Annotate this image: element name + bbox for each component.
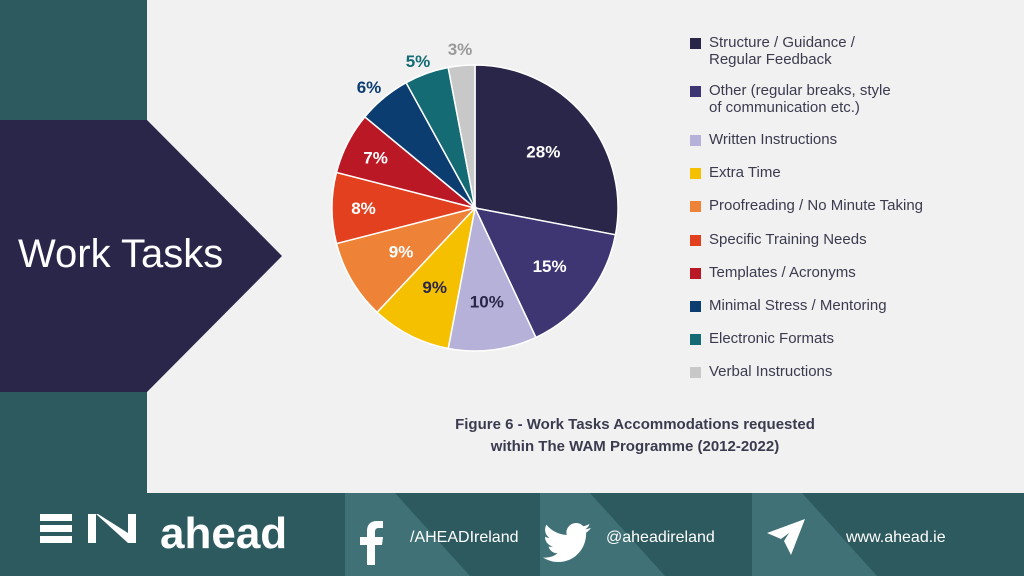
legend-item-6: Specific Training Needs: [690, 231, 939, 248]
twitter-icon[interactable]: [543, 523, 591, 563]
pie-slice-2: [473, 206, 617, 339]
legend-label-5: Proofreading / No Minute Taking: [709, 197, 924, 214]
figure-caption: Figure 6 - Work Tasks Accommodations req…: [420, 414, 850, 458]
legend-item-2: Other (regular breaks, style of communica…: [690, 82, 939, 116]
caption-line-2: within The WAM Programme (2012-2022): [490, 438, 780, 455]
legend-swatch-8: [690, 301, 701, 312]
legend-item-10: Verbal Instructions: [690, 363, 939, 380]
twitter-handle[interactable]: @aheadireland: [606, 529, 715, 546]
footer-bar: ahead /AHEADIreland @aheadireland www.ah…: [0, 493, 1024, 576]
ahead-logo-icon: [40, 514, 136, 543]
data-label-2: 15%: [533, 257, 567, 276]
facebook-icon[interactable]: [357, 521, 385, 565]
data-label-1: 28%: [526, 143, 560, 162]
legend-item-8: Minimal Stress / Mentoring: [690, 297, 939, 314]
data-label-3: 10%: [470, 293, 504, 312]
legend-label-7: Templates / Acronyms: [709, 264, 856, 281]
title-arrow-shape: [0, 120, 282, 392]
legend-label-1: Structure / Guidance / Regular Feedback: [709, 34, 855, 68]
pie-slice-1: [474, 64, 619, 236]
legend-swatch-9: [690, 334, 701, 345]
legend-swatch-1: [690, 38, 701, 49]
legend-item-1: Structure / Guidance / Regular Feedback: [690, 34, 939, 68]
page-title: Work Tasks: [18, 232, 224, 276]
legend-label-9: Electronic Formats: [709, 330, 835, 347]
data-label-6: 8%: [351, 199, 376, 218]
legend-item-3: Written Instructions: [690, 131, 939, 148]
facebook-handle[interactable]: /AHEADIreland: [410, 529, 519, 546]
legend-swatch-3: [690, 135, 701, 146]
legend-label-6: Specific Training Needs: [709, 231, 867, 248]
legend-swatch-7: [690, 268, 701, 279]
website-link[interactable]: www.ahead.ie: [846, 529, 946, 546]
legend-swatch-2: [690, 86, 701, 97]
legend-label-10: Verbal Instructions: [709, 363, 833, 380]
brand-name[interactable]: ahead: [160, 509, 288, 558]
legend-swatch-6: [690, 235, 701, 246]
caption-line-1: Figure 6 - Work Tasks Accommodations req…: [455, 416, 815, 433]
data-label-5: 9%: [389, 243, 414, 262]
legend-swatch-5: [690, 201, 701, 212]
legend-item-9: Electronic Formats: [690, 330, 939, 347]
legend-item-4: Extra Time: [690, 164, 939, 181]
paper-plane-icon[interactable]: [767, 519, 805, 557]
data-label-10: 3%: [448, 40, 473, 59]
pie-slice-10: [447, 64, 476, 209]
ahead-logo[interactable]: [40, 511, 140, 552]
pie-slice-4: [376, 205, 477, 350]
legend-label-2: Other (regular breaks, style of communica…: [709, 82, 891, 116]
pie-slice-5: [335, 206, 478, 314]
data-label-4: 9%: [422, 278, 447, 297]
data-label-9: 5%: [406, 52, 431, 71]
pie-slice-3: [447, 205, 537, 352]
data-label-8: 6%: [357, 78, 382, 97]
legend-label-3: Written Instructions: [709, 131, 838, 148]
pie-chart: 28% 15% 10% 9% 9% 8% 7% 6% 5% 3%: [331, 40, 619, 352]
legend-label-4: Extra Time: [709, 164, 781, 181]
legend-swatch-10: [690, 367, 701, 378]
legend-item-5: Proofreading / No Minute Taking: [690, 197, 939, 214]
legend-swatch-4: [690, 168, 701, 179]
legend-label-8: Minimal Stress / Mentoring: [709, 297, 887, 314]
legend-item-7: Templates / Acronyms: [690, 264, 939, 281]
data-label-7: 7%: [363, 148, 388, 167]
